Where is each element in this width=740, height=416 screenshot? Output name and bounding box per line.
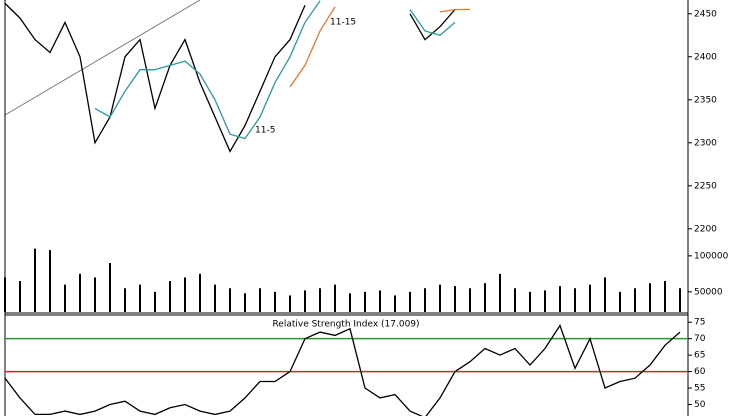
- y-tick-label: 50000: [694, 287, 723, 297]
- volume-bar: [19, 281, 21, 312]
- volume-bar: [529, 291, 531, 312]
- volume-bar: [679, 288, 681, 312]
- series-line: [289, 6, 470, 88]
- volume-bar: [64, 284, 66, 312]
- y-tick-label: 55: [694, 384, 705, 394]
- volume-bar: [649, 283, 651, 312]
- y-tick-label: 100000: [694, 251, 729, 261]
- volume-bar: [304, 290, 306, 312]
- volume-bar: [439, 284, 441, 312]
- volume-bar: [229, 288, 231, 312]
- volume-bar: [199, 273, 201, 312]
- volume-bar: [319, 288, 321, 312]
- annotation: 11-5: [255, 126, 275, 136]
- y-tick-label: 70: [694, 334, 706, 344]
- volume-bar: [499, 273, 501, 312]
- volume-bar: [169, 281, 171, 312]
- volume-bar: [259, 288, 261, 312]
- y-tick-label: 2400: [694, 52, 717, 62]
- volume-bar: [559, 286, 561, 312]
- volume-bar: [604, 277, 606, 312]
- volume-bar: [109, 263, 111, 312]
- volume-bar: [124, 288, 126, 312]
- volume-bar: [379, 290, 381, 312]
- volume-bar: [409, 291, 411, 312]
- y-tick-label: 65: [694, 351, 705, 361]
- volume-bar: [154, 291, 156, 312]
- volume-bar: [34, 248, 36, 312]
- series-line: [94, 0, 456, 140]
- volume-bar: [349, 293, 351, 312]
- volume-bar: [484, 283, 486, 312]
- volume-bar: [394, 295, 396, 312]
- volume-bar: [514, 288, 516, 312]
- volume-bar: [574, 288, 576, 312]
- trend-line: [4, 0, 201, 116]
- y-tick-label: 75: [694, 318, 705, 328]
- volume-bar: [184, 277, 186, 312]
- volume-bar: [454, 286, 456, 312]
- volume-bar: [4, 277, 6, 312]
- volume-bar: [214, 284, 216, 312]
- volume-bar: [469, 288, 471, 312]
- volume-bar: [634, 288, 636, 312]
- volume-bar: [94, 277, 96, 312]
- volume-bar: [619, 291, 621, 312]
- y-tick-label: 2200: [694, 224, 717, 234]
- y-tick-label: 2250: [694, 181, 717, 191]
- volume-bar: [589, 284, 591, 312]
- y-tick-label: 2300: [694, 138, 717, 148]
- volume-bar: [544, 290, 546, 312]
- panel-title: Relative Strength Index (17.009): [272, 320, 419, 330]
- y-tick-label: 2350: [694, 95, 717, 105]
- volume-bar: [289, 295, 291, 312]
- y-tick-label: 2450: [694, 9, 717, 19]
- volume-bar: [244, 293, 246, 312]
- series-line: [4, 324, 681, 416]
- y-tick-label: 60: [694, 367, 706, 377]
- volume-bar: [274, 291, 276, 312]
- volume-bar: [79, 273, 81, 312]
- volume-bar: [49, 250, 51, 312]
- volume-bar: [139, 284, 141, 312]
- annotation: 11-15: [330, 18, 356, 28]
- volume-bar: [364, 291, 366, 312]
- volume-bar: [664, 281, 666, 312]
- volume-bar: [334, 284, 336, 312]
- volume-bar: [424, 288, 426, 312]
- y-tick-label: 50: [694, 400, 706, 410]
